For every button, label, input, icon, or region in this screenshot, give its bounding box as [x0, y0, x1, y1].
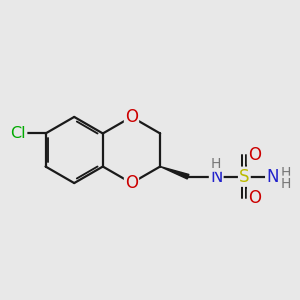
- Text: N: N: [210, 168, 223, 186]
- Text: N: N: [266, 168, 279, 186]
- Text: H: H: [280, 177, 290, 190]
- Text: Cl: Cl: [11, 126, 26, 141]
- Polygon shape: [160, 167, 189, 179]
- Text: S: S: [239, 168, 250, 186]
- Text: O: O: [248, 146, 261, 164]
- Text: H: H: [280, 166, 290, 180]
- Text: O: O: [125, 174, 138, 192]
- Text: O: O: [125, 108, 138, 126]
- Text: O: O: [248, 189, 261, 207]
- Text: H: H: [211, 157, 221, 171]
